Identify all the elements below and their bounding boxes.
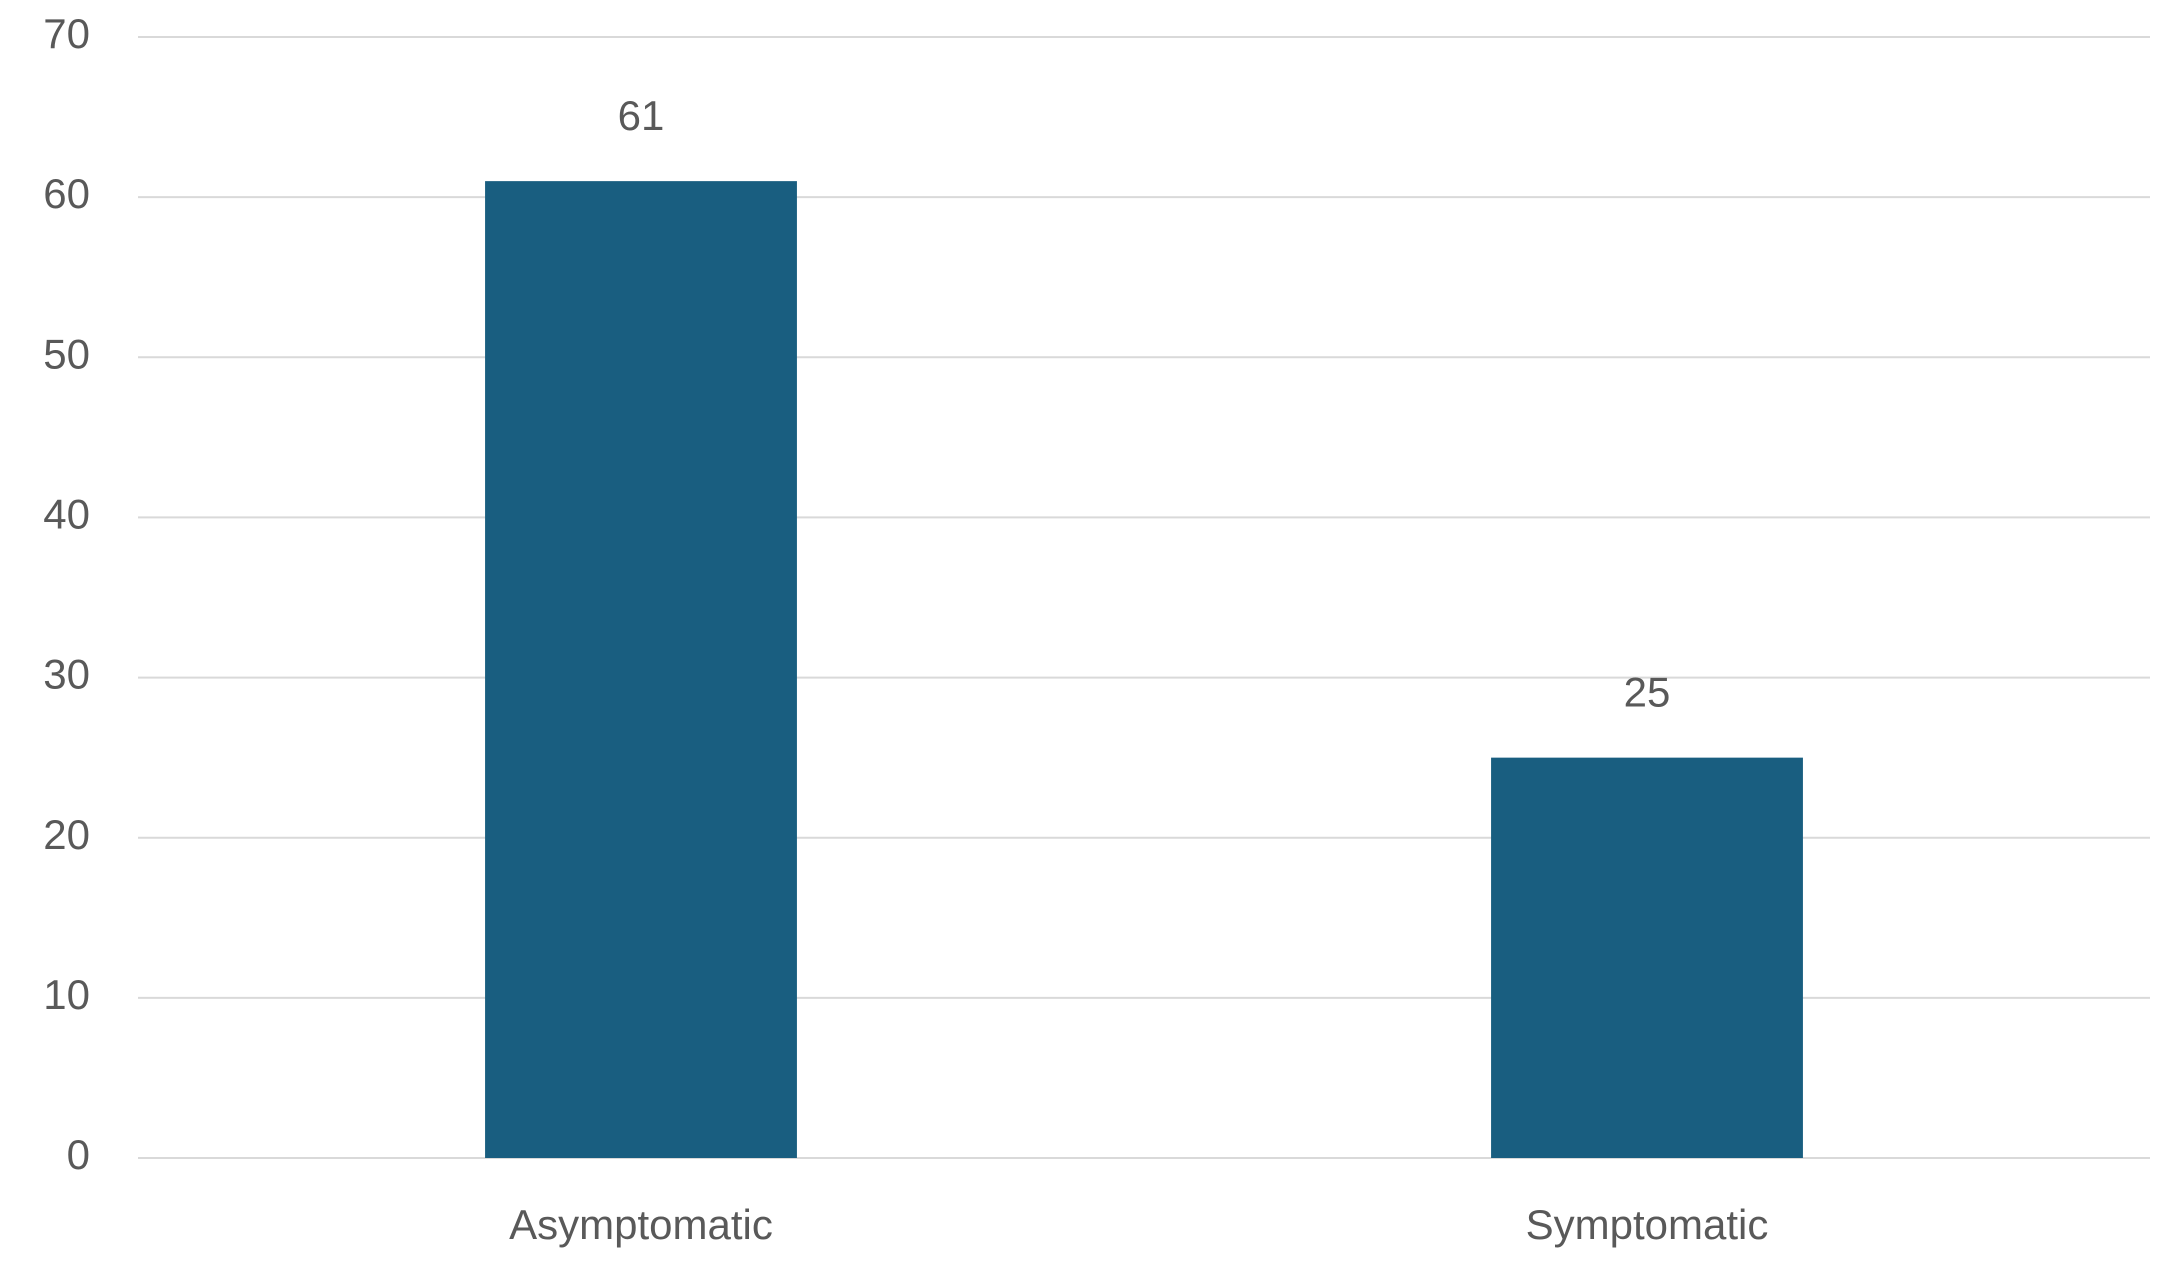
y-tick-label: 0: [67, 1131, 90, 1178]
data-label: 25: [1624, 669, 1671, 716]
x-tick-label: Asymptomatic: [509, 1201, 773, 1248]
y-tick-label: 50: [43, 330, 90, 377]
y-tick-label: 60: [43, 170, 90, 217]
y-tick-label: 10: [43, 971, 90, 1018]
bar: [1491, 757, 1803, 1158]
data-label: 61: [618, 92, 665, 139]
bar: [485, 181, 797, 1159]
x-tick-label: Symptomatic: [1526, 1201, 1769, 1248]
y-tick-label: 20: [43, 811, 90, 858]
y-tick-label: 70: [43, 10, 90, 57]
y-tick-label: 40: [43, 491, 90, 538]
y-tick-label: 30: [43, 651, 90, 698]
